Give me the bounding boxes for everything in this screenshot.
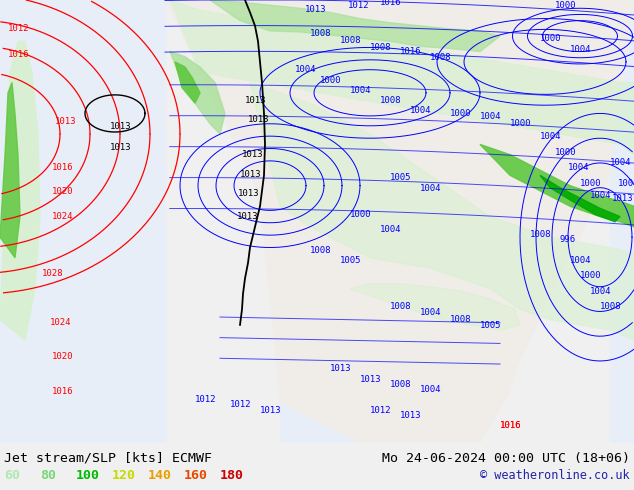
Polygon shape <box>170 0 634 155</box>
Text: 1013: 1013 <box>55 117 77 126</box>
Text: 1013: 1013 <box>242 150 264 159</box>
Text: 1004: 1004 <box>568 163 590 172</box>
Text: 1004: 1004 <box>420 385 441 394</box>
Text: 1020: 1020 <box>52 187 74 196</box>
Text: 1004: 1004 <box>590 287 612 296</box>
Bar <box>0 0 165 443</box>
Text: 1013: 1013 <box>260 406 281 415</box>
Text: 1008: 1008 <box>380 96 401 105</box>
Text: 1013: 1013 <box>400 411 422 419</box>
Text: 1016: 1016 <box>52 387 74 396</box>
Text: 1004: 1004 <box>570 256 592 265</box>
Text: 1024: 1024 <box>52 212 74 220</box>
Polygon shape <box>170 51 225 134</box>
Text: 1020: 1020 <box>52 352 74 361</box>
Text: 1008: 1008 <box>390 380 411 389</box>
Text: 1004: 1004 <box>380 225 401 234</box>
Text: 1004: 1004 <box>410 106 432 116</box>
Text: 1016: 1016 <box>380 0 401 7</box>
Polygon shape <box>250 82 634 341</box>
Text: 1013: 1013 <box>240 171 261 179</box>
Text: 1004: 1004 <box>295 65 316 74</box>
Polygon shape <box>0 82 20 258</box>
Text: 1012: 1012 <box>230 400 252 409</box>
Text: 160: 160 <box>184 469 208 482</box>
Text: 1000: 1000 <box>510 119 531 128</box>
Text: 1000: 1000 <box>555 1 576 10</box>
Text: 1000: 1000 <box>555 147 576 157</box>
Text: 1004: 1004 <box>420 184 441 193</box>
Text: 1008: 1008 <box>390 302 411 311</box>
Text: 1000: 1000 <box>540 34 562 43</box>
Polygon shape <box>480 145 634 227</box>
Text: 140: 140 <box>148 469 172 482</box>
Text: 1024: 1024 <box>50 318 72 327</box>
Polygon shape <box>175 62 200 103</box>
Text: 1016: 1016 <box>400 47 422 56</box>
Text: 1013: 1013 <box>238 189 259 198</box>
Text: 1000: 1000 <box>320 75 342 84</box>
Text: Mo 24-06-2024 00:00 UTC (18+06): Mo 24-06-2024 00:00 UTC (18+06) <box>382 452 630 465</box>
Text: 1005: 1005 <box>340 256 361 265</box>
Text: 1016: 1016 <box>500 421 522 430</box>
Text: 1016: 1016 <box>500 421 522 430</box>
Text: 1008: 1008 <box>310 245 332 255</box>
Text: 120: 120 <box>112 469 136 482</box>
Text: 1004: 1004 <box>590 191 612 200</box>
Polygon shape <box>540 175 620 222</box>
Text: 1008: 1008 <box>450 315 472 324</box>
Text: 1016: 1016 <box>8 49 30 59</box>
Text: 1013: 1013 <box>248 115 269 123</box>
Text: 1008: 1008 <box>430 53 451 62</box>
Text: 1000: 1000 <box>580 271 602 280</box>
Text: 1004: 1004 <box>480 112 501 121</box>
Text: 1004: 1004 <box>570 45 592 53</box>
Bar <box>280 382 480 443</box>
Text: 1012: 1012 <box>370 406 392 415</box>
Text: 996: 996 <box>560 235 576 245</box>
Text: 1012: 1012 <box>348 1 370 10</box>
Text: 1008: 1008 <box>370 43 392 51</box>
Text: 1013: 1013 <box>110 143 131 151</box>
Text: © weatheronline.co.uk: © weatheronline.co.uk <box>481 469 630 482</box>
Text: 1005: 1005 <box>480 321 501 330</box>
Text: 1013: 1013 <box>110 122 131 131</box>
Text: 1000: 1000 <box>618 179 634 188</box>
Text: 1013: 1013 <box>245 96 266 105</box>
Text: 100: 100 <box>76 469 100 482</box>
Polygon shape <box>210 0 500 51</box>
Text: 1000: 1000 <box>580 179 602 188</box>
Text: 1008: 1008 <box>310 29 332 38</box>
Text: 60: 60 <box>4 469 20 482</box>
Polygon shape <box>350 284 520 330</box>
Text: 1000: 1000 <box>350 210 372 219</box>
Polygon shape <box>165 0 634 443</box>
Text: 1013: 1013 <box>237 212 259 220</box>
Text: 1013: 1013 <box>360 374 382 384</box>
Text: 180: 180 <box>220 469 244 482</box>
Text: 1012: 1012 <box>8 24 30 33</box>
Text: 1016: 1016 <box>52 163 74 172</box>
Text: 1008: 1008 <box>600 302 621 311</box>
Text: 1013: 1013 <box>305 5 327 14</box>
Text: 1008: 1008 <box>530 230 552 239</box>
Text: 1000: 1000 <box>450 108 472 118</box>
Text: 1004: 1004 <box>610 158 631 167</box>
Text: 1012: 1012 <box>195 395 216 404</box>
Text: 1013: 1013 <box>330 364 351 373</box>
Polygon shape <box>0 41 40 341</box>
Text: 80: 80 <box>40 469 56 482</box>
Text: 1008: 1008 <box>340 36 361 45</box>
Bar <box>610 0 634 443</box>
Text: 1004: 1004 <box>420 308 441 317</box>
Text: Jet stream/SLP [kts] ECMWF: Jet stream/SLP [kts] ECMWF <box>4 452 212 465</box>
Text: 1028: 1028 <box>42 270 63 278</box>
Text: 1005: 1005 <box>390 173 411 182</box>
Text: 1004: 1004 <box>540 132 562 141</box>
Text: 1004: 1004 <box>350 86 372 95</box>
Text: 1013: 1013 <box>612 194 633 203</box>
